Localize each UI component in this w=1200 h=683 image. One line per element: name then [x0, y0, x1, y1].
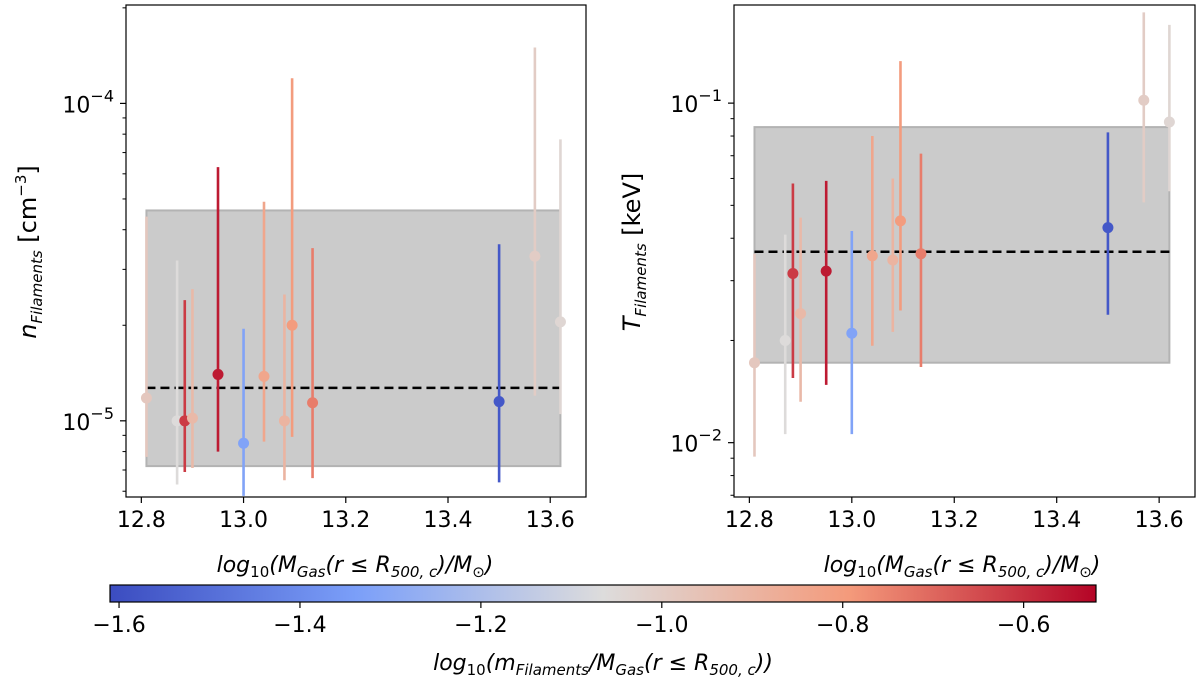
right-data-point	[1138, 94, 1150, 106]
colorbar: −1.6 −1.4 −1.2 −1.0 −0.8 −0.6 log10(mFilament…	[92, 584, 1097, 679]
left-data-point	[554, 316, 566, 328]
right-x-tick-label: 13.0	[827, 508, 876, 533]
left-y-tick-label: 10−4	[62, 86, 114, 118]
right-data-point	[787, 267, 799, 279]
left-ticks: 12.8 13.0 13.2 13.4 13.6 10−4 10−5	[62, 7, 575, 533]
left-axes-frame	[125, 4, 587, 498]
left-data-point	[171, 415, 183, 427]
right-ticks: 12.8 13.0 13.2 13.4 13.6 10−1 10−2	[670, 86, 1183, 533]
left-range-band	[145, 209, 562, 468]
left-x-tick-label: 13.2	[321, 508, 370, 533]
right-x-tick-label: 13.2	[930, 508, 979, 533]
right-data-point	[866, 250, 878, 262]
colorbar-tick-label: −1.2	[454, 613, 507, 638]
right-data-point	[887, 254, 899, 266]
colorbar-tick-label: −0.6	[997, 613, 1050, 638]
colorbar-gradient	[109, 584, 1097, 603]
right-plot-area	[748, 12, 1175, 457]
right-y-tick-label: 10−1	[670, 86, 722, 118]
left-data-point	[529, 250, 541, 262]
right-range-band	[753, 126, 1171, 364]
right-y-tick-label: 10−2	[670, 426, 722, 458]
left-x-tick-label: 12.8	[117, 508, 166, 533]
left-data-point	[258, 370, 270, 382]
right-data-point	[1163, 116, 1175, 128]
right-data-point	[915, 248, 927, 260]
left-data-point	[186, 412, 198, 424]
left-data-point	[238, 437, 250, 449]
left-x-tick-label: 13.6	[526, 508, 575, 533]
left-x-axis-label: log10(MGas(r ≤ R500, c)/M⊙)	[217, 553, 494, 581]
colorbar-tick-label: −1.4	[273, 613, 326, 638]
right-data-point	[820, 265, 832, 277]
left-data-point	[307, 397, 319, 409]
right-x-tick-label: 13.6	[1135, 508, 1184, 533]
right-data-point	[795, 308, 807, 320]
right-x-axis-label: log10(MGas(r ≤ R500, c)/M⊙)	[824, 553, 1101, 581]
right-x-tick-label: 12.8	[725, 508, 774, 533]
right-data-point	[779, 334, 791, 346]
left-y-axis-label: nFilaments [cm−3]	[12, 165, 46, 339]
right-data-point	[894, 215, 906, 227]
left-data-point	[278, 415, 290, 427]
left-plot-area	[140, 47, 566, 496]
right-data-point	[748, 357, 760, 369]
left-x-tick-label: 13.4	[424, 508, 473, 533]
left-data-point	[493, 396, 505, 408]
left-panel: 12.8 13.0 13.2 13.4 13.6 10−4 10−5 nFilaments …	[12, 4, 587, 581]
left-data-point	[212, 368, 224, 380]
colorbar-label: log10(mFilaments/MGas(r ≤ R500, c))	[433, 651, 773, 679]
left-x-tick-label: 13.0	[219, 508, 268, 533]
left-data-point	[140, 392, 152, 404]
right-data-point	[846, 327, 858, 339]
right-x-tick-label: 13.4	[1032, 508, 1081, 533]
left-y-tick-label: 10−5	[62, 404, 114, 436]
right-panel: 12.8 13.0 13.2 13.4 13.6 10−1 10−2 TFilaments …	[618, 4, 1196, 581]
colorbar-tick-label: −1.0	[635, 613, 688, 638]
right-y-axis-label: TFilaments [keV]	[618, 173, 650, 331]
right-data-point	[1102, 222, 1114, 234]
left-data-point	[286, 319, 298, 331]
colorbar-tick-label: −1.6	[92, 613, 145, 638]
colorbar-tick-label: −0.8	[816, 613, 869, 638]
colorbar-ticks: −1.6 −1.4 −1.2 −1.0 −0.8 −0.6	[92, 602, 1050, 638]
right-axes-frame	[733, 4, 1196, 498]
